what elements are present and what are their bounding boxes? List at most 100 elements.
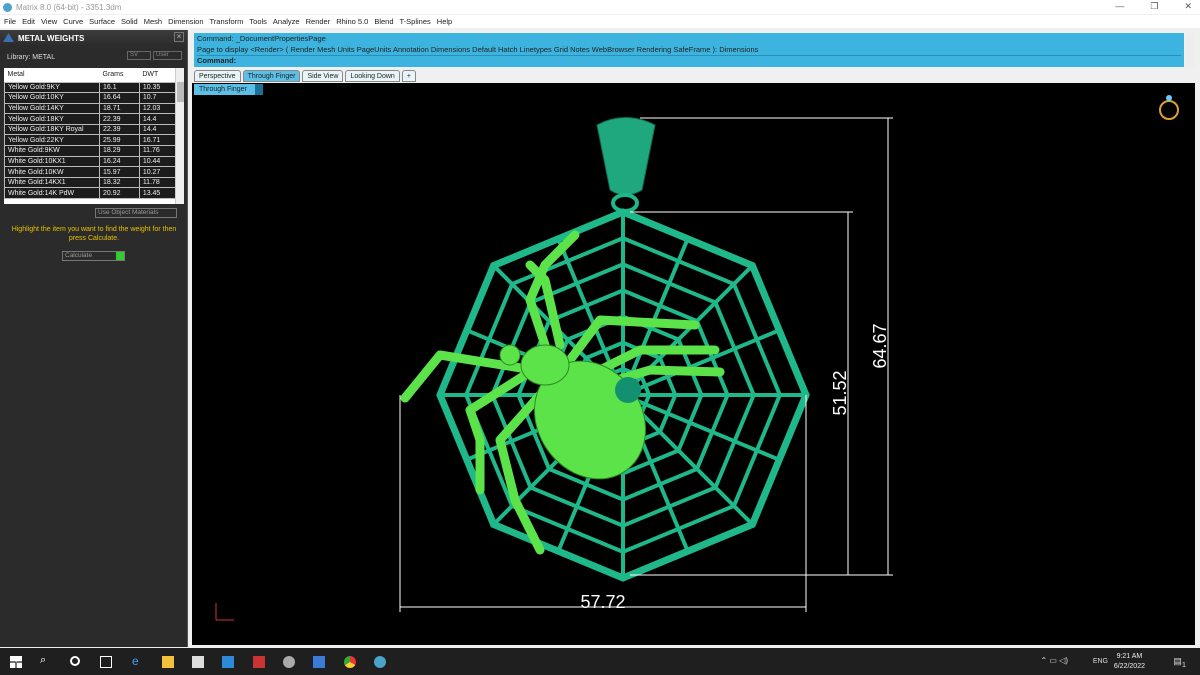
table-row[interactable]: Yellow Gold:10KY 16.64 10.7 (4, 92, 177, 104)
viewport-label[interactable]: Through Finger (194, 84, 263, 95)
dimension-web-height-label: 51.52 (830, 370, 850, 415)
panel-header: METAL WEIGHTS × (0, 30, 187, 46)
title-bar: Matrix 8.0 (64-bit) - 3351.3dm — ❐ ✕ (0, 0, 1200, 14)
start-icon[interactable] (10, 656, 22, 668)
table-row[interactable]: Yellow Gold:18KY Royal 22.39 14.4 (4, 123, 177, 136)
app-icon[interactable] (253, 656, 265, 668)
grams-value: 25.99 (99, 134, 140, 147)
dwt-value: 16.71 (138, 134, 177, 147)
tray-icons[interactable]: ⌃ ▭ ◁) (1040, 656, 1068, 665)
col-dwt[interactable]: DWT (139, 68, 176, 82)
panel-close-button[interactable]: × (174, 32, 184, 42)
metal-table: Metal Grams DWT Yellow Gold:9KY 16.1 10.35… (4, 68, 184, 204)
metal-name: Yellow Gold:10KY (4, 92, 100, 104)
hint-text: Highlight the item you want to find the … (11, 226, 177, 242)
dwt-value: 12.03 (138, 102, 177, 115)
dimension-total-height-label: 64.67 (870, 323, 890, 368)
menu-dimension[interactable]: Dimension (168, 17, 204, 26)
menu-rhino-5-0[interactable]: Rhino 5.0 (336, 17, 369, 26)
user-value: User (156, 52, 169, 58)
calculate-button[interactable]: Calculate (62, 251, 125, 261)
table-row[interactable]: Yellow Gold:14KY 18.71 12.03 (4, 102, 177, 115)
table-row[interactable]: Yellow Gold:9KY 16.1 10.35 (4, 81, 177, 94)
dwt-value: 10.7 (138, 92, 177, 104)
maximize-button[interactable]: ❐ (1150, 1, 1159, 11)
dimension-total-height (640, 117, 893, 575)
menu-curve[interactable]: Curve (63, 17, 84, 26)
tab-through-finger[interactable]: Through Finger (242, 70, 301, 82)
col-grams[interactable]: Grams (99, 68, 140, 82)
date: 6/22/2022 (1113, 663, 1145, 670)
table-scrollbar[interactable] (175, 68, 184, 204)
photos-icon[interactable] (313, 656, 325, 668)
dimension-width (399, 395, 807, 612)
clock[interactable]: 9:21 AM 6/22/2022 (1114, 652, 1145, 672)
grams-value: 20.92 (99, 187, 140, 200)
web-radial (621, 238, 690, 396)
menu-file[interactable]: File (4, 17, 17, 26)
command-prompt[interactable]: Command: (197, 55, 1181, 67)
spider-leg (525, 230, 580, 350)
spider-eye (499, 344, 521, 366)
col-metal[interactable]: Metal (4, 68, 100, 82)
spider-leg (465, 365, 538, 495)
minimize-button[interactable]: — (1115, 1, 1125, 11)
table-row[interactable]: White Gold:9KW 18.29 11.76 (4, 145, 177, 157)
tab-add[interactable]: + (401, 70, 416, 82)
table-row[interactable]: White Gold:10KX1 16.24 10.44 (4, 155, 177, 168)
file-explorer-icon[interactable] (162, 656, 174, 668)
menu-solid[interactable]: Solid (121, 17, 138, 26)
grams-value: 18.71 (99, 102, 140, 115)
ring-icon (1159, 95, 1179, 120)
menu-render[interactable]: Render (305, 17, 331, 26)
menu-tools[interactable]: Tools (249, 17, 267, 26)
tab-looking-down[interactable]: Looking Down (345, 70, 400, 82)
spider-leg (495, 390, 545, 555)
menu-edit[interactable]: Edit (22, 17, 36, 26)
table-row[interactable]: White Gold:14K PdW 20.92 13.45 (4, 187, 177, 200)
notifications-icon[interactable]: ▤1 (1173, 656, 1186, 669)
rhino-icon[interactable] (283, 656, 295, 668)
command-area[interactable]: Command: _DocumentPropertiesPage Page to… (194, 33, 1184, 67)
table-row[interactable]: White Gold:14KX1 18.32 11.78 (4, 176, 177, 189)
material-select[interactable]: Use Object Materials (95, 208, 177, 218)
metal-name: White Gold:9KW (4, 145, 100, 157)
dimension-web-height (630, 211, 893, 576)
tab-perspective[interactable]: Perspective (194, 70, 241, 82)
cortana-icon[interactable] (70, 656, 80, 666)
store-icon[interactable] (192, 656, 204, 668)
dwt-value: 14.4 (138, 123, 177, 136)
menu-t-splines[interactable]: T-Splines (399, 17, 431, 26)
metal-weights-panel: METAL WEIGHTS × Library: METAL SV User M… (0, 30, 188, 647)
table-row[interactable]: Yellow Gold:22KY 25.99 16.71 (4, 134, 177, 147)
menu-surface[interactable]: Surface (89, 17, 116, 26)
sv-select[interactable]: SV (127, 51, 151, 60)
task-view-icon[interactable] (100, 656, 112, 668)
table-row[interactable]: White Gold:10KW 15.97 10.27 (4, 166, 177, 178)
chrome-icon[interactable] (344, 656, 356, 668)
matrix-icon[interactable] (374, 656, 386, 668)
edge-icon[interactable]: e (132, 654, 139, 668)
close-button[interactable]: ✕ (1184, 1, 1192, 11)
command-scrollbar[interactable] (1185, 33, 1195, 67)
menu-analyze[interactable]: Analyze (272, 17, 300, 26)
web-radial (622, 328, 780, 397)
menu-bar: File Edit View Curve Surface Solid Mesh Dimensi… (0, 15, 1200, 28)
user-select[interactable]: User (153, 51, 182, 60)
menu-help[interactable]: Help (436, 17, 453, 26)
grams-value: 22.39 (99, 113, 140, 125)
menu-transform[interactable]: Transform (209, 17, 244, 26)
menu-view[interactable]: View (41, 17, 58, 26)
tab-side-view[interactable]: Side View (302, 70, 344, 82)
search-icon[interactable]: ⌕ (40, 654, 47, 666)
spider-leg (400, 350, 538, 403)
viewport-tabs: Perspective Through Finger Side View Lookin… (194, 70, 416, 82)
mail-icon[interactable] (222, 656, 234, 668)
viewport[interactable]: Through Finger 57.72 51.52 64.67 (192, 83, 1195, 645)
language-indicator[interactable]: ENG (1092, 658, 1108, 665)
table-row[interactable]: Yellow Gold:18KY 22.39 14.4 (4, 113, 177, 125)
menu-mesh[interactable]: Mesh (143, 17, 163, 26)
axis-indicator-icon (215, 603, 234, 621)
web-center-gem (615, 377, 641, 403)
menu-blend[interactable]: Blend (374, 17, 394, 26)
